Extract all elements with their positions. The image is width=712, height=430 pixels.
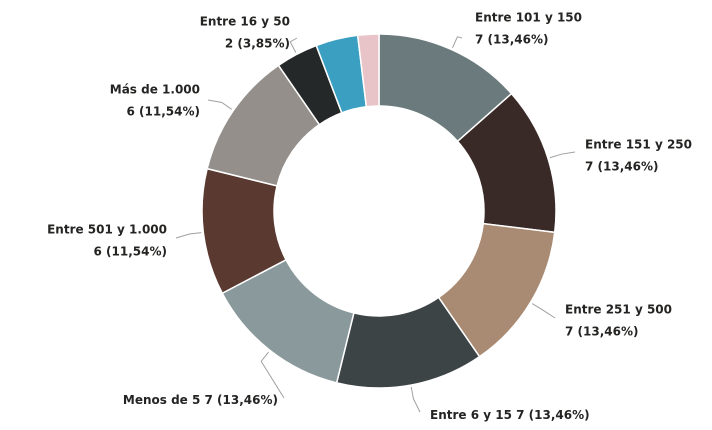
leader-line — [207, 99, 232, 110]
slice-category: Entre 251 y 500 — [565, 303, 672, 317]
leader-line — [260, 351, 285, 399]
slice-value: 2 (3,85%) — [225, 37, 290, 51]
slice-category: Menos de 5 — [123, 393, 200, 407]
leader-line — [289, 37, 298, 53]
slice-value: 6 (11,54%) — [94, 245, 167, 259]
donut-slice — [356, 33, 380, 108]
slice-value: 7 (13,46%) — [565, 325, 638, 339]
slice-value: 7 (13,46%) — [475, 33, 548, 47]
slice-label: Entre 6 y 15 7 (13,46%) — [430, 408, 590, 422]
slice-category: Entre 501 y 1.000 — [47, 223, 167, 237]
slice-value: 6 (11,54%) — [127, 105, 200, 119]
slice-category: Entre 151 y 250 — [585, 138, 692, 152]
slice-value: 7 (13,46%) — [516, 408, 589, 422]
slice-value: 7 (13,46%) — [205, 393, 278, 407]
slice-category: Entre 16 y 50 — [200, 15, 290, 29]
leader-line — [549, 151, 576, 159]
slice-label: Menos de 5 7 (13,46%) — [123, 393, 278, 407]
slice-category: Más de 1.000 — [110, 83, 200, 97]
slice-value: 7 (13,46%) — [585, 160, 658, 174]
leader-line — [452, 36, 463, 48]
slice-category: Entre 6 y 15 — [430, 408, 512, 422]
leader-line — [410, 386, 421, 413]
leader-line — [531, 303, 556, 319]
leader-line — [175, 232, 202, 239]
slice-category: Entre 101 y 150 — [475, 11, 582, 25]
